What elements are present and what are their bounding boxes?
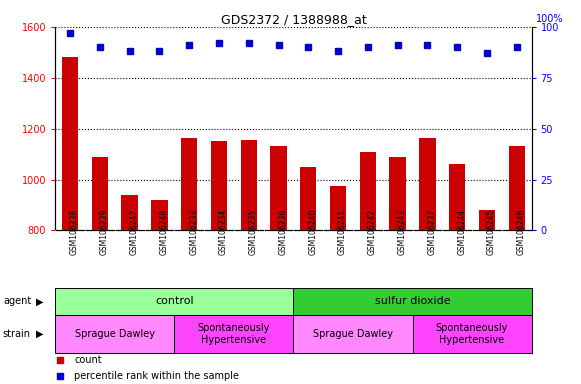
Bar [174,315,293,353]
Text: GSM106233: GSM106233 [189,209,198,255]
Bar [419,137,436,230]
Bar [151,200,167,230]
Bar [55,288,293,315]
Bar [55,315,174,353]
Text: GSM106240: GSM106240 [309,209,317,255]
Bar [62,58,78,230]
Text: Sprague Dawley: Sprague Dawley [313,329,393,339]
Bar [270,146,286,230]
Text: percentile rank within the sample: percentile rank within the sample [74,371,239,381]
Text: count: count [74,356,102,366]
Text: ▶: ▶ [36,296,44,306]
Text: 100%: 100% [536,14,564,24]
Text: Spontaneously
Hypertensive: Spontaneously Hypertensive [198,323,270,345]
Text: GSM106246: GSM106246 [517,209,526,255]
Text: GSM106239: GSM106239 [100,209,109,255]
Bar [508,146,525,230]
Bar [293,288,532,315]
Text: GSM106236: GSM106236 [278,209,288,255]
Text: Spontaneously
Hypertensive: Spontaneously Hypertensive [436,323,508,345]
Bar [92,157,108,230]
Text: GSM106237: GSM106237 [428,209,436,255]
Text: Sprague Dawley: Sprague Dawley [75,329,155,339]
Bar [479,210,495,230]
Text: GSM106242: GSM106242 [368,209,377,255]
Text: GSM106238: GSM106238 [70,209,79,255]
Bar [241,140,257,230]
Text: strain: strain [3,329,31,339]
Bar [449,164,465,230]
Text: sulfur dioxide: sulfur dioxide [375,296,450,306]
Text: GSM106241: GSM106241 [338,209,347,255]
Bar [293,315,413,353]
Bar [300,167,317,230]
Bar [211,141,227,230]
Bar [413,315,532,353]
Text: GSM106248: GSM106248 [159,209,168,255]
Bar [389,157,406,230]
Bar [121,195,138,230]
Bar [360,152,376,230]
Text: GSM106245: GSM106245 [487,209,496,255]
Text: GSM106244: GSM106244 [457,209,466,255]
Text: ▶: ▶ [36,329,44,339]
Text: control: control [155,296,193,306]
Text: GSM106234: GSM106234 [219,209,228,255]
Text: GSM106247: GSM106247 [130,209,139,255]
Bar [181,137,198,230]
Bar [330,186,346,230]
Text: agent: agent [3,296,31,306]
Text: GSM106243: GSM106243 [397,209,407,255]
Text: GSM106235: GSM106235 [249,209,258,255]
Title: GDS2372 / 1388988_at: GDS2372 / 1388988_at [221,13,366,26]
